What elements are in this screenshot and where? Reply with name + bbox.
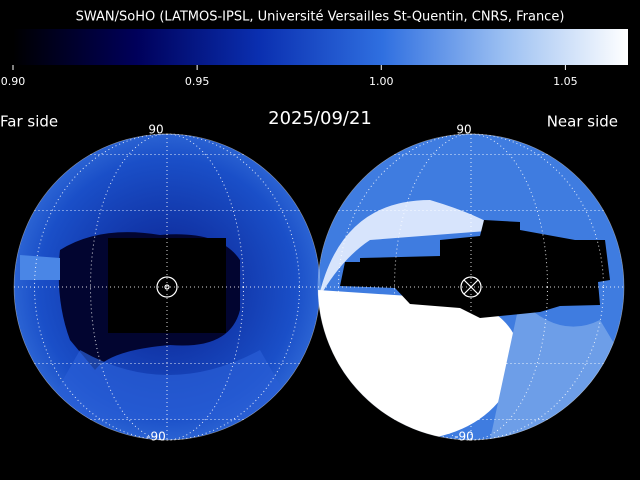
panel-label: Far side	[0, 113, 58, 131]
panel-label: Near side	[547, 113, 618, 131]
pole-label: -90	[146, 430, 166, 444]
pole-label: 90	[148, 123, 163, 137]
meridian	[33, 133, 301, 441]
earth-symbol	[460, 276, 482, 298]
date: 2025/09/21	[268, 108, 372, 129]
pole-label: 90	[456, 123, 471, 137]
earth-symbol	[463, 279, 479, 295]
title: SWAN/SoHO (LATMOS-IPSL, Université Versa…	[76, 10, 565, 25]
meridian	[90, 133, 244, 441]
meridian	[394, 133, 548, 441]
pole-label: -90	[454, 430, 474, 444]
colorbar-tick-label: 0.95	[185, 75, 210, 88]
colorbar-tick-label: 0.90	[1, 75, 26, 88]
meridian	[337, 133, 605, 441]
sun-symbol	[156, 276, 178, 298]
colorbar-tick-label: 1.00	[369, 75, 394, 88]
colorbar	[13, 29, 628, 65]
sun-symbol	[164, 284, 170, 290]
colorbar-tick-label: 1.05	[553, 75, 578, 88]
